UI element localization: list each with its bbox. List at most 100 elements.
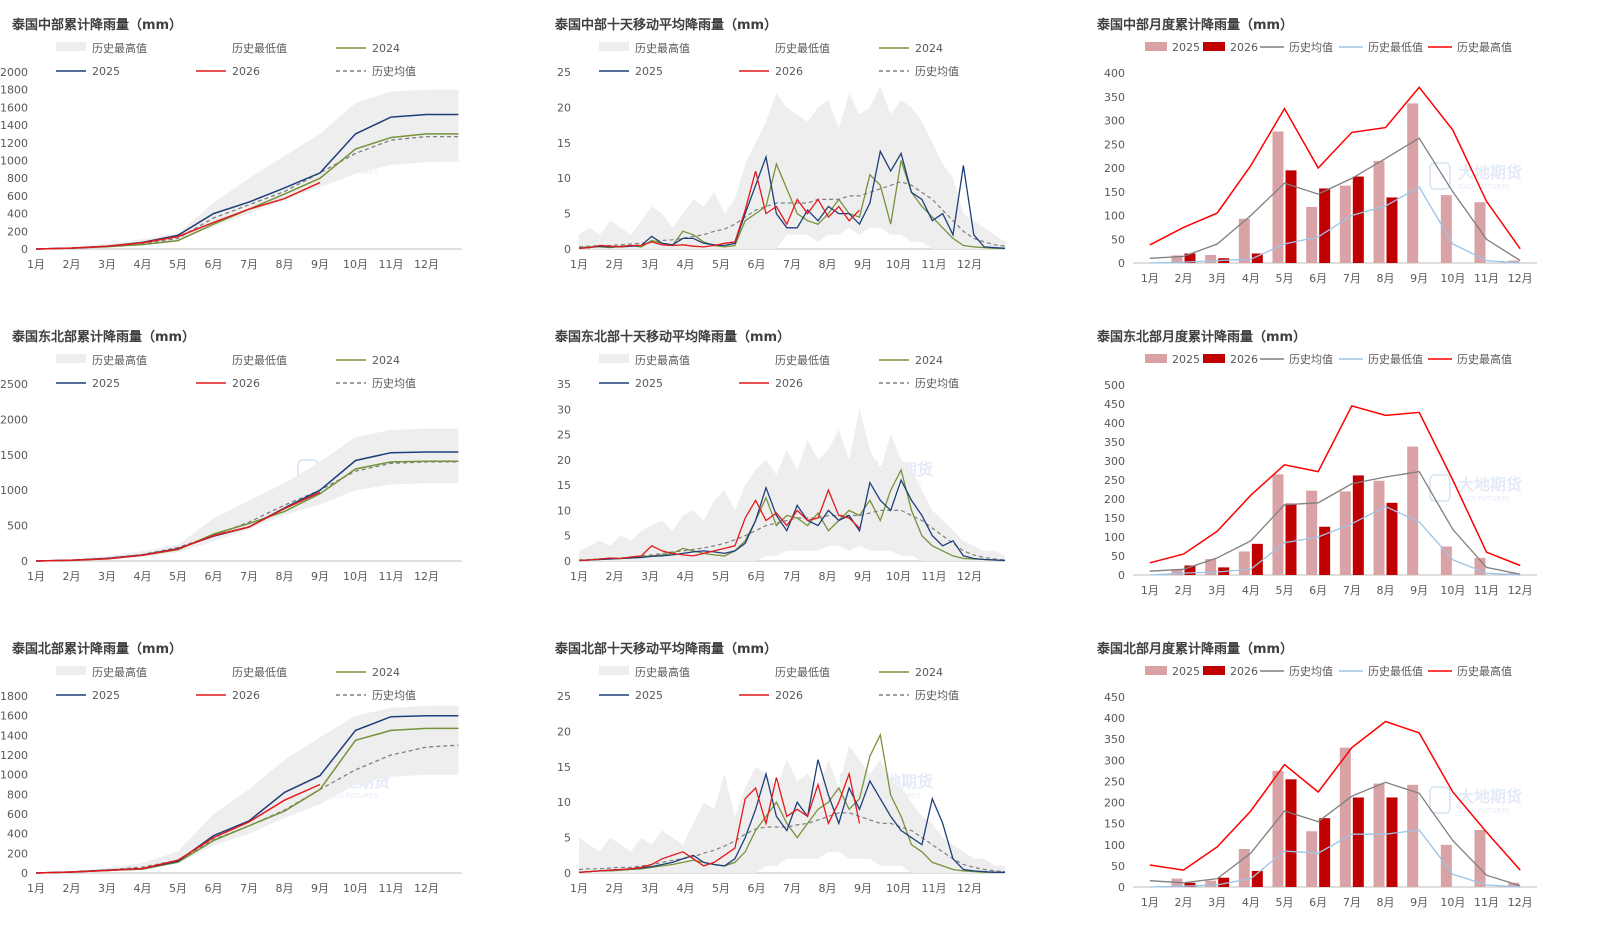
y-tick-label: 150 [1104, 186, 1125, 199]
x-tick-label: 11月 [922, 570, 947, 583]
legend-label: 2026 [1230, 665, 1258, 678]
bar-2025 [1339, 491, 1351, 575]
chart-panel-8: 泰国北部十天移动平均降雨量（mm） 历史最高值 历史最低值 2024 2025 2026 历… [543, 624, 1080, 936]
x-tick-label: 2月 [63, 570, 81, 583]
x-tick-label: 5月 [712, 258, 730, 271]
legend-swatch [56, 42, 86, 51]
series-2026 [35, 181, 321, 250]
x-tick-label: 11月 [1474, 584, 1499, 597]
y-tick-label: 500 [7, 520, 28, 533]
watermark-text-en: DADI FUTURES [1458, 495, 1511, 503]
bar-2025 [1306, 490, 1318, 575]
legend-swatch [1145, 666, 1167, 675]
x-tick-label: 4月 [134, 570, 152, 583]
legend-label: 历史均值 [1289, 665, 1333, 678]
series-2025 [578, 149, 1006, 249]
legend-swatch [1145, 42, 1167, 51]
x-tick-label: 4月 [134, 258, 152, 271]
legend-label: 历史均值 [915, 377, 959, 390]
legend-label: 历史均值 [1289, 353, 1333, 366]
bar-2026 [1386, 502, 1398, 575]
bar-2025 [1508, 260, 1520, 263]
bar-2025 [1440, 195, 1452, 263]
x-tick-label: 1月 [570, 882, 588, 895]
bar-2025 [1171, 255, 1183, 263]
y-tick-label: 1600 [0, 101, 28, 114]
legend-label: 历史均值 [372, 689, 416, 702]
y-tick-label: 600 [7, 190, 28, 203]
x-tick-label: 4月 [677, 882, 695, 895]
legend-label: 2025 [92, 689, 120, 702]
y-tick-label: 400 [1104, 67, 1125, 80]
bar-2026 [1184, 253, 1196, 263]
y-tick-label: 1400 [0, 729, 28, 742]
x-tick-label: 3月 [98, 570, 116, 583]
chart-title: 泰国北部累计降雨量（mm） [12, 642, 183, 657]
legend-label: 历史最低值 [1368, 41, 1423, 54]
legend-label: 2026 [1230, 41, 1258, 54]
x-tick-label: 12月 [414, 570, 439, 583]
x-tick-label: 6月 [1309, 584, 1327, 597]
chart-svg: 历史最高值 历史最低值 2024 2025 2026 历史均值 0 200 400 600 800 1… [0, 665, 462, 895]
watermark-text-en: DADI FUTURES [326, 792, 379, 800]
x-tick-label: 11月 [379, 882, 404, 895]
chart-svg: 历史最高值 历史最低值 2024 2025 2026 历史均值 0 500 1000 1500 20… [0, 353, 462, 583]
series-2026 [578, 488, 860, 562]
legend-label: 历史最低值 [775, 354, 830, 367]
x-tick-label: 1月 [1141, 272, 1159, 285]
x-tick-label: 5月 [712, 882, 730, 895]
x-tick-label: 12月 [957, 258, 982, 271]
y-tick-label: 200 [1104, 797, 1125, 810]
y-tick-label: 0 [21, 867, 28, 880]
y-tick-label: 10 [557, 504, 571, 517]
x-tick-label: 10月 [886, 882, 911, 895]
x-tick-label: 12月 [414, 882, 439, 895]
y-tick-label: 0 [564, 243, 571, 256]
y-tick-label: 600 [7, 808, 28, 821]
x-tick-label: 6月 [205, 570, 223, 583]
legend-swatch [1203, 354, 1225, 363]
x-tick-label: 3月 [641, 570, 659, 583]
y-tick-label: 350 [1104, 436, 1125, 449]
legend-label: 2024 [372, 42, 400, 55]
bar-2026 [1251, 870, 1263, 887]
y-tick-label: 2000 [0, 413, 28, 426]
x-tick-label: 6月 [748, 258, 766, 271]
chart-svg: 2025 2026 历史均值 历史最低值 历史最高值 0 50 100 150 200 250 300… [1104, 664, 1537, 909]
y-tick-label: 300 [1104, 455, 1125, 468]
legend-label: 2025 [635, 65, 663, 78]
legend-label: 2024 [372, 666, 400, 679]
y-tick-label: 200 [7, 225, 28, 238]
series-hist-min [1149, 505, 1521, 576]
legend-label: 历史最低值 [232, 666, 287, 679]
y-tick-label: 30 [557, 403, 571, 416]
x-tick-label: 9月 [1410, 896, 1428, 909]
chart-panel-5: 泰国东北部十天移动平均降雨量（mm） 历史最高值 历史最低值 2024 2025 2026… [543, 312, 1080, 624]
x-tick-label: 3月 [641, 882, 659, 895]
legend-label: 2026 [775, 377, 803, 390]
y-tick-label: 250 [1104, 474, 1125, 487]
bar-2025 [1474, 202, 1486, 263]
bar-2025 [1306, 206, 1318, 263]
x-tick-label: 11月 [1474, 272, 1499, 285]
x-tick-label: 1月 [570, 258, 588, 271]
bar-2026 [1352, 797, 1364, 887]
x-tick-label: 8月 [819, 882, 837, 895]
bar-2026 [1319, 188, 1331, 263]
y-tick-label: 300 [1104, 115, 1125, 128]
chart-panel-4: 泰国东北部累计降雨量（mm） 历史最高值 历史最低值 2024 2025 2026 历史均值… [0, 312, 537, 624]
bar-2025 [1238, 551, 1250, 575]
y-tick-label: 400 [7, 828, 28, 841]
bar-2026 [1352, 475, 1364, 575]
y-tick-label: 250 [1104, 775, 1125, 788]
y-tick-label: 0 [564, 867, 571, 880]
x-tick-label: 3月 [1208, 272, 1226, 285]
x-tick-label: 6月 [205, 882, 223, 895]
bar-2025 [1272, 770, 1284, 887]
chart-panel-9: 泰国北部月度累计降雨量（mm） 2025 2026 历史均值 历史最低值 历史最高值 0 50… [1085, 624, 1622, 936]
x-tick-label: 12月 [1508, 584, 1533, 597]
y-tick-label: 15 [557, 479, 571, 492]
